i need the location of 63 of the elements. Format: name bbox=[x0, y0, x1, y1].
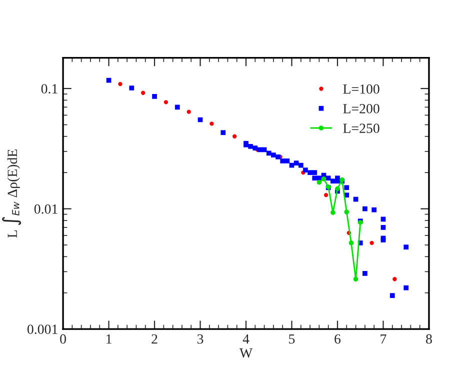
point bbox=[362, 271, 368, 276]
point bbox=[129, 86, 134, 90]
point bbox=[330, 210, 336, 215]
point bbox=[312, 170, 318, 176]
point bbox=[152, 94, 157, 99]
point bbox=[174, 104, 180, 110]
point bbox=[335, 178, 340, 184]
point bbox=[335, 186, 340, 192]
y-tick-label: 0.01 bbox=[34, 204, 58, 214]
point bbox=[186, 110, 191, 114]
point bbox=[370, 240, 374, 246]
point bbox=[276, 154, 280, 160]
x-tick-label: 3 bbox=[197, 334, 204, 344]
point bbox=[344, 210, 350, 214]
point bbox=[324, 192, 328, 198]
point bbox=[252, 146, 258, 150]
x-tick-label: 5 bbox=[289, 334, 295, 344]
point bbox=[294, 160, 299, 166]
point bbox=[404, 285, 409, 290]
legend-label: L=200 bbox=[343, 104, 380, 114]
point bbox=[390, 293, 395, 298]
point bbox=[392, 277, 397, 282]
point bbox=[372, 207, 377, 212]
point bbox=[308, 170, 312, 176]
x-tick-label: 1 bbox=[106, 334, 112, 344]
x-tick-label: 4 bbox=[242, 334, 250, 344]
point bbox=[248, 144, 254, 149]
point bbox=[303, 168, 308, 172]
point bbox=[220, 130, 226, 136]
point bbox=[404, 244, 409, 250]
point bbox=[298, 162, 304, 168]
point bbox=[362, 206, 368, 212]
x-tick-label: 7 bbox=[380, 334, 386, 344]
point bbox=[118, 82, 122, 86]
x-axis-title: W bbox=[239, 348, 253, 358]
point bbox=[266, 150, 272, 156]
point bbox=[271, 152, 276, 158]
x-tick-label: 2 bbox=[152, 334, 158, 344]
point bbox=[326, 176, 331, 181]
point bbox=[232, 134, 237, 138]
point bbox=[141, 90, 146, 95]
point bbox=[312, 176, 318, 181]
point bbox=[164, 100, 168, 104]
y-tick-label: 0.001 bbox=[27, 324, 58, 334]
x-tick-label: 0 bbox=[60, 334, 66, 344]
y-axis-title: L ∫$_{Ew}$ Δρ(E)dE bbox=[2, 149, 22, 238]
point bbox=[321, 176, 326, 182]
x-tick-label: 6 bbox=[334, 334, 341, 344]
point bbox=[330, 178, 336, 184]
legend-label: L=250 bbox=[343, 124, 380, 133]
point bbox=[284, 158, 290, 164]
point bbox=[210, 122, 214, 126]
point bbox=[348, 240, 354, 246]
point bbox=[380, 216, 386, 222]
y-tick-label: 0.1 bbox=[41, 84, 58, 94]
legend-label: L=100 bbox=[343, 84, 380, 94]
x-tick-label: 8 bbox=[426, 334, 432, 344]
point bbox=[353, 276, 358, 282]
point bbox=[344, 185, 350, 190]
point bbox=[280, 158, 286, 164]
point bbox=[106, 78, 112, 83]
point bbox=[380, 224, 386, 230]
point bbox=[316, 180, 322, 185]
